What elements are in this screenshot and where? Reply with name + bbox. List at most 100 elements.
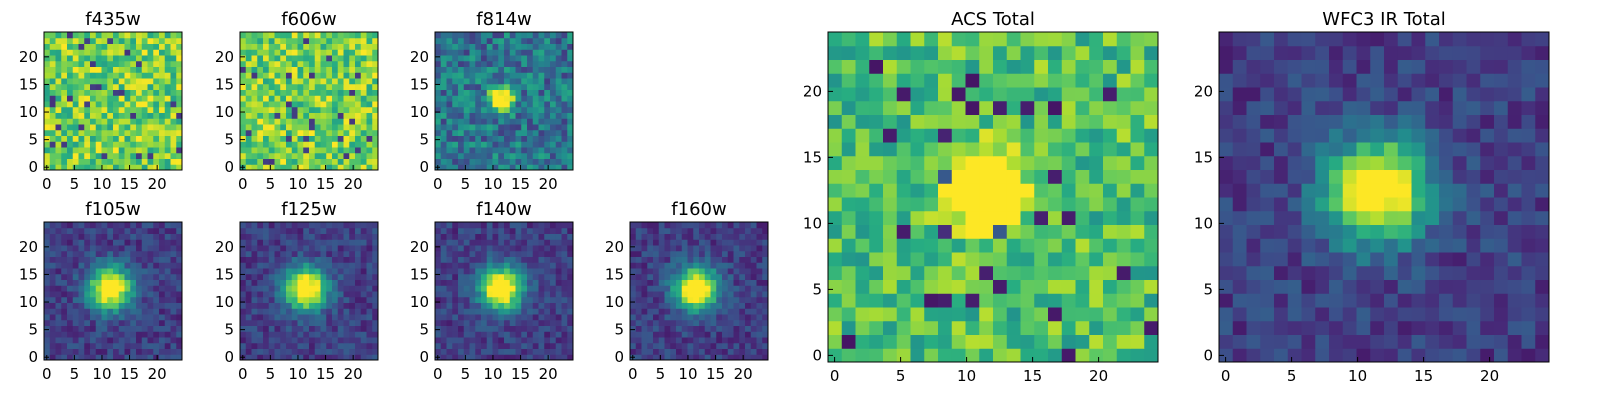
heatmap-cell [257, 296, 264, 303]
heatmap-cell [309, 285, 316, 292]
heatmap-cell [297, 112, 304, 119]
heatmap-cell [938, 183, 953, 198]
heatmap-cell [515, 164, 522, 171]
heatmap-cell [515, 285, 522, 292]
heatmap-cell [332, 348, 339, 355]
heatmap-cell [147, 78, 154, 85]
heatmap-cell [72, 72, 79, 79]
heatmap-cell [699, 245, 706, 252]
heatmap-cell [61, 337, 68, 344]
heatmap-cell [84, 72, 91, 79]
heatmap-cell [326, 124, 333, 131]
heatmap-cell [704, 279, 711, 286]
heatmap-cell [699, 222, 706, 229]
heatmap-cell [504, 354, 511, 361]
heatmap-cell [366, 49, 373, 56]
heatmap-cell [366, 227, 373, 234]
heatmap-cell [90, 331, 97, 338]
heatmap-cell [435, 342, 442, 349]
heatmap-cell [504, 314, 511, 321]
heatmap-cell [159, 32, 166, 39]
heatmap-cell [251, 354, 258, 361]
heatmap-cell [61, 239, 68, 246]
heatmap-cell [532, 89, 539, 96]
heatmap-cell [257, 227, 264, 234]
heatmap-cell [141, 337, 148, 344]
heatmap-cell [1048, 279, 1063, 294]
heatmap-cell [44, 227, 51, 234]
heatmap-cell [107, 129, 114, 136]
heatmap-cell [739, 222, 746, 229]
heatmap-cell [1342, 348, 1357, 363]
heatmap-cell [360, 354, 367, 361]
heatmap-cell [965, 155, 980, 170]
heatmap-cell [251, 250, 258, 257]
heatmap-cell [965, 252, 980, 267]
heatmap-cell [49, 222, 56, 229]
heatmap-cell [440, 152, 447, 159]
heatmap-cell [164, 55, 171, 62]
heatmap-cell [84, 296, 91, 303]
heatmap-cell [1144, 169, 1159, 184]
heatmap-cell [440, 135, 447, 142]
heatmap-cell [463, 314, 470, 321]
heatmap-cell [733, 302, 740, 309]
heatmap-cell [101, 279, 108, 286]
heatmap-cell [446, 135, 453, 142]
heatmap-cell [463, 158, 470, 165]
heatmap-cell [49, 83, 56, 90]
heatmap-cell [722, 262, 729, 269]
heatmap-cell [515, 354, 522, 361]
heatmap-cell [55, 354, 62, 361]
heatmap-cell [107, 66, 114, 73]
heatmap-cell [538, 147, 545, 154]
heatmap-cell [49, 302, 56, 309]
heatmap-cell [113, 262, 120, 269]
heatmap-cell [693, 314, 700, 321]
heatmap-cell [113, 141, 120, 148]
heatmap-cell [828, 169, 843, 184]
heatmap-cell [475, 95, 482, 102]
heatmap-cell [159, 89, 166, 96]
heatmap-cell [567, 37, 574, 44]
heatmap-cell [538, 101, 545, 108]
heatmap-cell [647, 319, 654, 326]
heatmap-cell [1116, 279, 1131, 294]
heatmap-cell [280, 83, 287, 90]
heatmap-cell [630, 268, 637, 275]
heatmap-cell [67, 147, 74, 154]
heatmap-cell [828, 114, 843, 129]
heatmap-cell [268, 135, 275, 142]
heatmap-cell [1466, 293, 1481, 308]
heatmap-cell [257, 342, 264, 349]
heatmap-cell [130, 106, 137, 113]
heatmap-cell [343, 129, 350, 136]
heatmap-cell [475, 43, 482, 50]
heatmap-cell [303, 78, 310, 85]
heatmap-cell [647, 285, 654, 292]
heatmap-cell [527, 129, 534, 136]
heatmap-cell [567, 279, 574, 286]
heatmap-cell [498, 331, 505, 338]
heatmap-cell [268, 141, 275, 148]
heatmap-cell [733, 222, 740, 229]
heatmap-cell [938, 128, 953, 143]
heatmap-cell [1103, 252, 1118, 267]
heatmap-cell [504, 308, 511, 315]
heatmap-cell [61, 43, 68, 50]
heatmap-cell [360, 129, 367, 136]
heatmap-cell [475, 337, 482, 344]
heatmap-cell [124, 296, 131, 303]
heatmap-cell [693, 337, 700, 344]
heatmap-cell [538, 233, 545, 240]
heatmap-cell [458, 227, 465, 234]
heatmap-cell [130, 158, 137, 165]
heatmap-cell [240, 106, 247, 113]
heatmap-cell [360, 164, 367, 171]
heatmap-cell [118, 152, 125, 159]
heatmap-cell [372, 37, 379, 44]
heatmap-cell [320, 273, 327, 280]
heatmap-cell [113, 112, 120, 119]
heatmap-cell [118, 147, 125, 154]
